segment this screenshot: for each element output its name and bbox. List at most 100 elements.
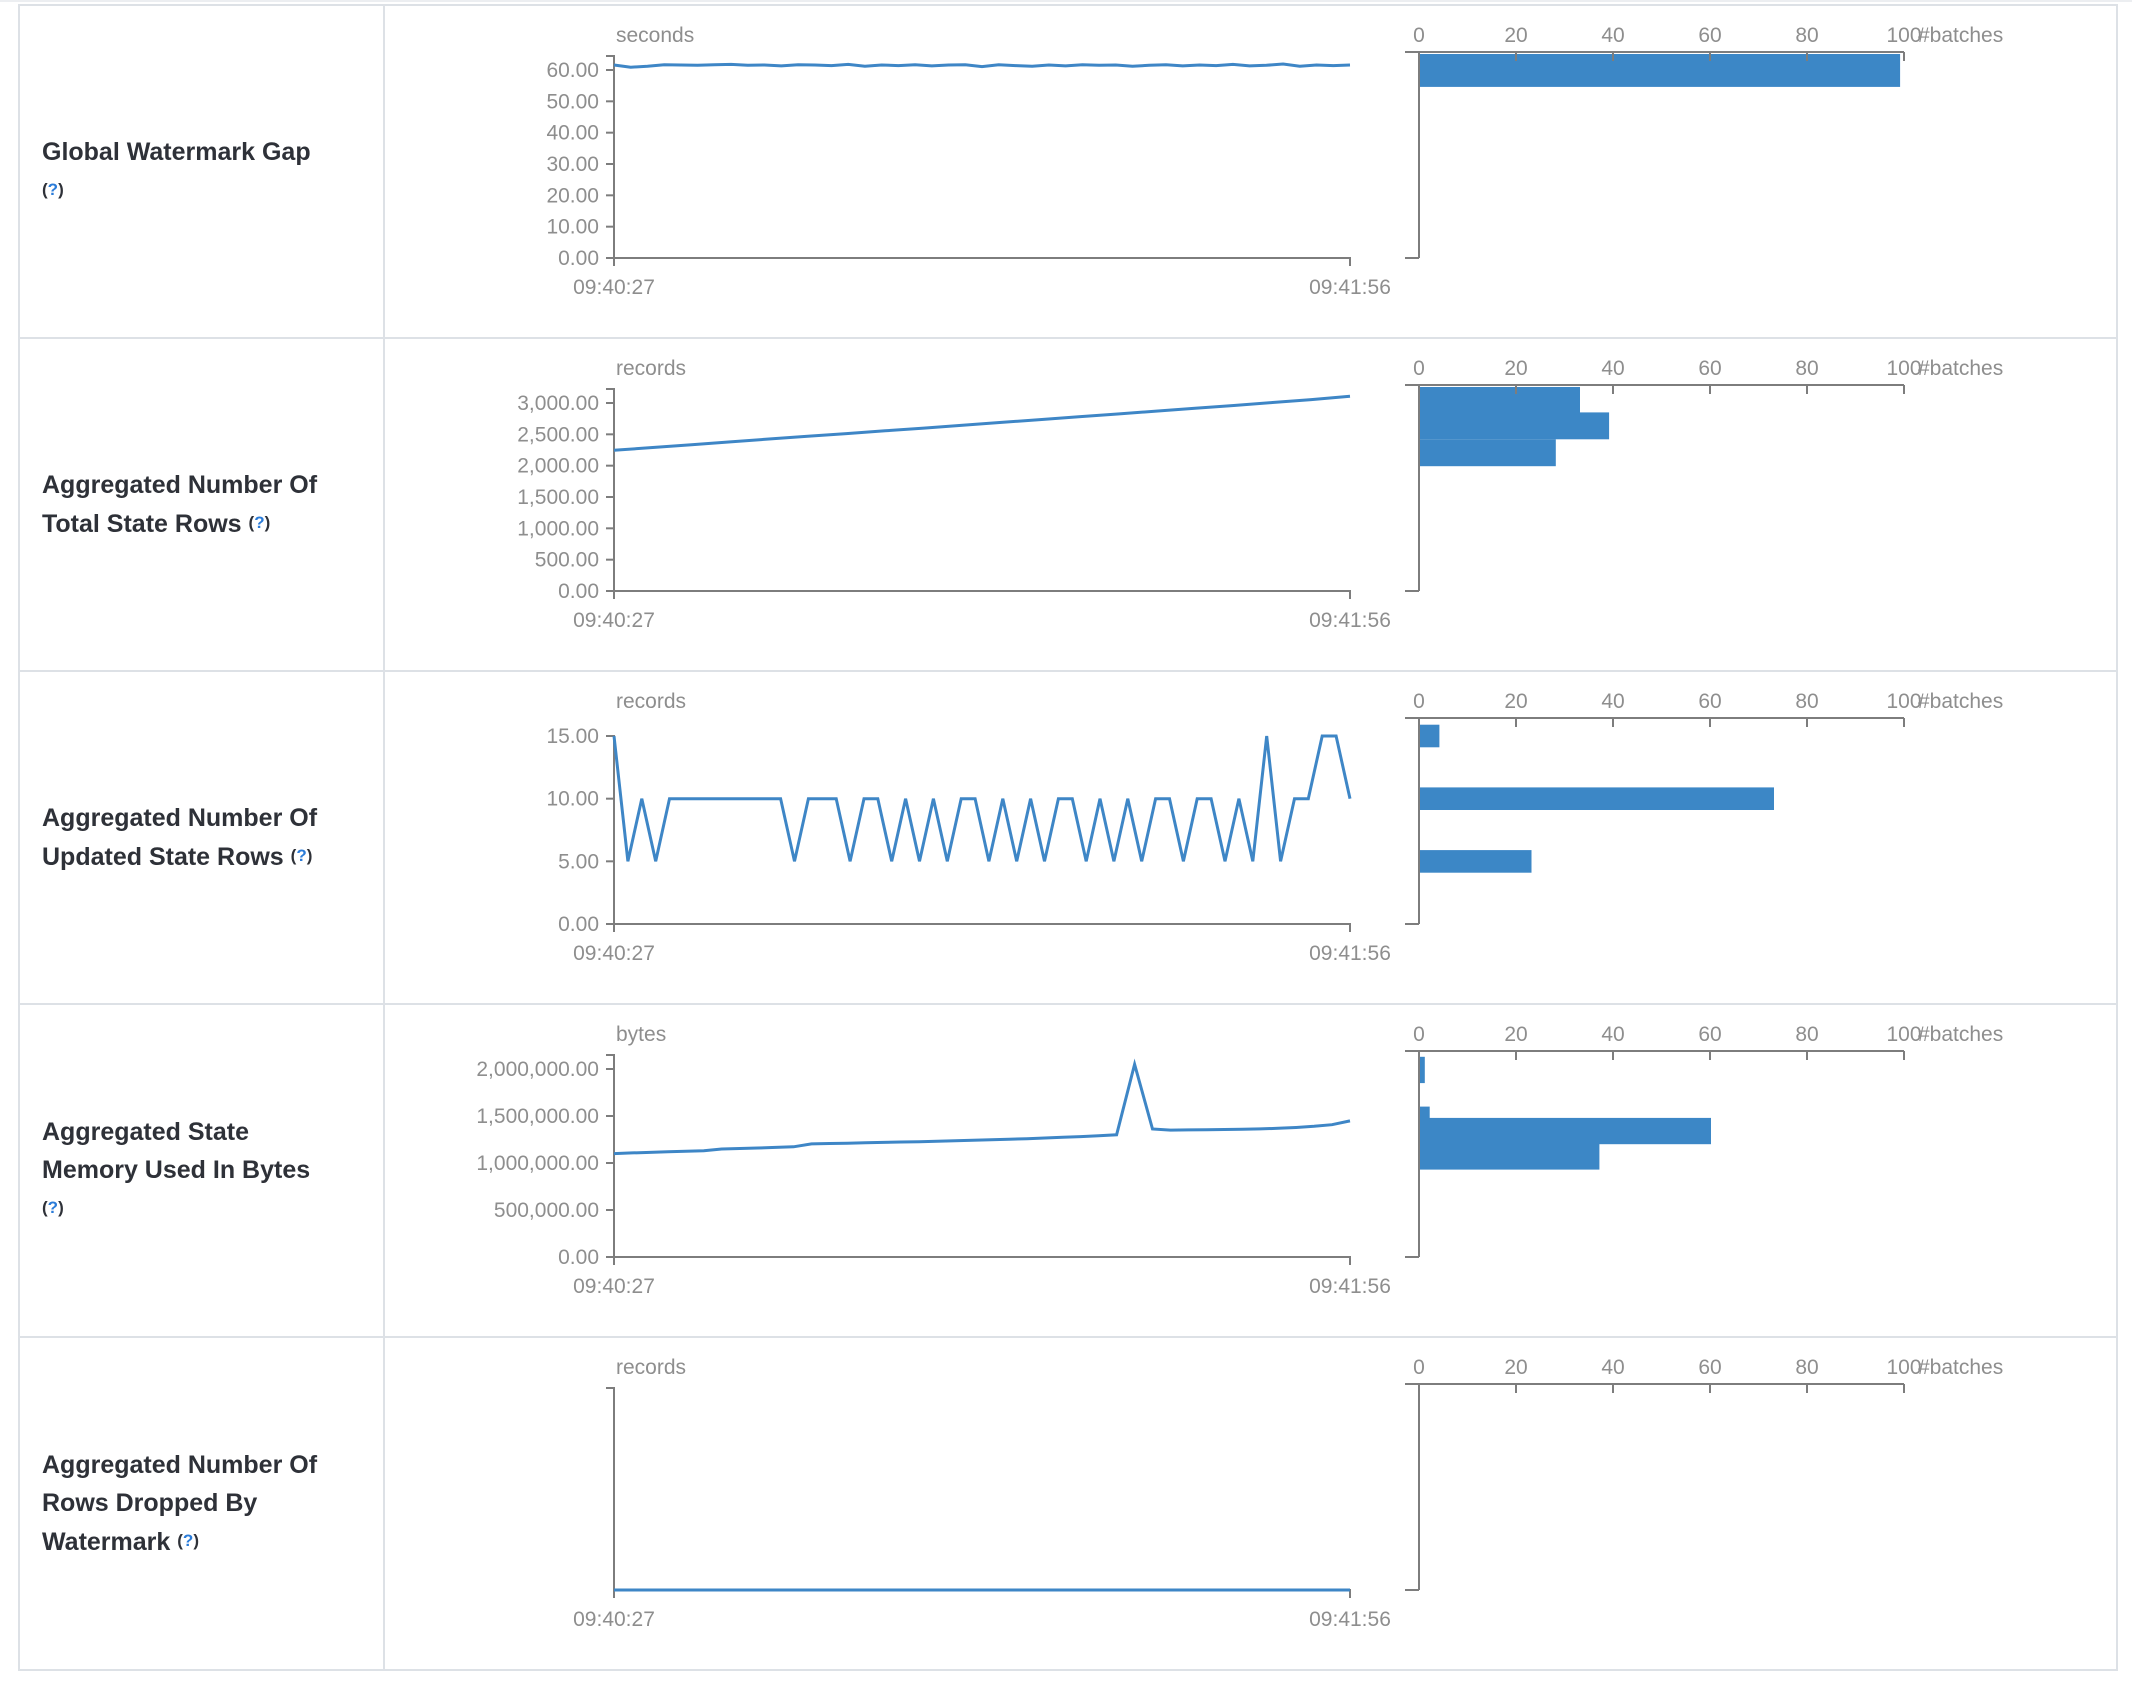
batches-tick-label: 0 (1413, 1356, 1425, 1379)
metric-label-line: Aggregated Number Of (42, 804, 318, 832)
metric-label-line: (?) (42, 171, 373, 210)
x-end-label: 09:41:56 (1309, 1608, 1391, 1631)
timeline-chart-state-memory-used[interactable]: 0.00 500,000.00 1,000,000.00 1,500,000.00 2,… (385, 1005, 1397, 1336)
y-tick-label: 10.00 (546, 788, 599, 811)
batches-tick-label: 0 (1413, 690, 1425, 713)
help-question-mark[interactable]: ? (47, 1198, 59, 1217)
histogram-chart-updated-state-rows[interactable]: 0 20 40 60 80 100#batches (1397, 672, 2115, 1003)
x-end-label: 09:41:56 (1309, 609, 1391, 632)
batches-tick-label: 0 (1413, 24, 1425, 47)
metric-label-rows-dropped-by-watermark: Aggregated Number Of Rows Dropped By Water… (20, 1338, 385, 1669)
metric-label-line: Watermark (?) (42, 1528, 199, 1556)
histogram-bar[interactable] (1420, 54, 1901, 87)
batches-tick-label: 100 (1886, 1356, 1921, 1379)
batches-tick-label: 80 (1795, 690, 1818, 713)
histogram-bar[interactable] (1420, 439, 1556, 467)
batches-tick-label: 0 (1413, 1023, 1425, 1046)
metric-label-line: Aggregated Number Of (42, 1451, 318, 1479)
charts-updated-state-rows: 0.00 5.00 10.00 15.00 records 09:40:27 09:41:5… (385, 672, 2116, 1003)
timeline-chart-global-watermark-gap[interactable]: 0.00 10.00 20.00 30.00 40.00 50.00 60.00 second… (385, 6, 1397, 337)
timeline-chart-rows-dropped-by-watermark[interactable]: records 09:40:27 09:41:56 (385, 1338, 1397, 1669)
histogram-bar[interactable] (1420, 724, 1440, 748)
batches-tick-label: 60 (1698, 1356, 1721, 1379)
batches-unit-label: #batches (1918, 690, 2003, 713)
metric-row-state-memory-used: Aggregated State Memory Used In Bytes (?) 0… (20, 1005, 2116, 1338)
batches-tick-label: 40 (1601, 357, 1624, 380)
y-tick-label: 40.00 (546, 122, 599, 145)
histogram-bar[interactable] (1420, 1117, 1711, 1145)
x-axis (613, 923, 1351, 932)
y-tick-label: 0.00 (558, 1246, 599, 1269)
y-tick-label: 5.00 (558, 850, 599, 873)
y-tick-label: 1,000,000.00 (476, 1152, 599, 1175)
metric-label-line: Aggregated State (42, 1118, 249, 1146)
x-end-label: 09:41:56 (1309, 942, 1391, 965)
help-tooltip[interactable]: (?) (248, 513, 271, 532)
help-question-mark[interactable]: ? (47, 180, 59, 199)
metric-label-line: Global Watermark Gap (42, 138, 311, 166)
y-axis (606, 1054, 615, 1257)
histogram-bar[interactable] (1420, 1143, 1600, 1170)
y-tick-label: 50.00 (546, 90, 599, 113)
histogram-chart-total-state-rows[interactable]: 0 20 40 60 80 100#batches (1397, 339, 2115, 670)
help-tooltip[interactable]: (?) (42, 180, 64, 199)
metric-label-line: Total State Rows (?) (42, 510, 271, 538)
unit-label: records (616, 1356, 686, 1379)
x-start-label: 09:40:27 (573, 276, 655, 299)
help-tooltip[interactable]: (?) (42, 1198, 64, 1217)
batches-tick-label: 20 (1504, 357, 1527, 380)
batches-unit-label: #batches (1918, 1023, 2003, 1046)
histogram-y-axis (1405, 385, 1420, 592)
histogram-chart-rows-dropped-by-watermark[interactable]: 0 20 40 60 80 100#batches (1397, 1338, 2115, 1669)
y-tick-label: 1,500.00 (517, 486, 599, 509)
x-start-label: 09:40:27 (573, 609, 655, 632)
batches-tick-label: 80 (1795, 1356, 1818, 1379)
batches-tick-label: 60 (1698, 1023, 1721, 1046)
help-question-mark[interactable]: ? (182, 1531, 194, 1550)
help-question-mark[interactable]: ? (296, 846, 307, 865)
histogram-bar[interactable] (1420, 1056, 1425, 1084)
y-tick-label: 500.00 (535, 549, 599, 572)
histogram-y-axis (1405, 52, 1420, 259)
series-line (612, 734, 1352, 862)
charts-total-state-rows: 0.00 500.00 1,000.00 1,500.00 2,000.00 2,500.… (385, 339, 2116, 670)
batches-tick-label: 100 (1886, 690, 1921, 713)
histogram-bar[interactable] (1420, 787, 1774, 810)
histogram-bar[interactable] (1420, 850, 1532, 873)
histogram-bar[interactable] (1420, 412, 1610, 440)
metric-label-updated-state-rows: Aggregated Number Of Updated State Rows (… (20, 672, 385, 1003)
unit-label: bytes (616, 1023, 666, 1046)
batches-tick-label: 100 (1886, 24, 1921, 47)
y-axis (606, 55, 615, 258)
y-tick-label: 1,500,000.00 (476, 1105, 599, 1128)
batches-tick-label: 40 (1601, 1356, 1624, 1379)
timeline-chart-updated-state-rows[interactable]: 0.00 5.00 10.00 15.00 records 09:40:27 09:41:5… (385, 672, 1397, 1003)
histogram-chart-global-watermark-gap[interactable]: 0 20 40 60 80 100#batches (1397, 6, 2115, 337)
metric-row-total-state-rows: Aggregated Number Of Total State Rows (?)… (20, 339, 2116, 672)
metric-row-updated-state-rows: Aggregated Number Of Updated State Rows (… (20, 672, 2116, 1005)
batches-unit-label: #batches (1918, 24, 2003, 47)
batches-tick-label: 80 (1795, 357, 1818, 380)
metric-label-line: Aggregated Number Of (42, 471, 318, 499)
histogram-chart-state-memory-used[interactable]: 0 20 40 60 80 100#batches (1397, 1005, 2115, 1336)
batches-tick-label: 60 (1698, 690, 1721, 713)
batches-tick-label: 80 (1795, 24, 1818, 47)
help-tooltip[interactable]: (?) (290, 846, 313, 865)
batches-tick-label: 60 (1698, 24, 1721, 47)
histogram-bar[interactable] (1420, 1106, 1430, 1120)
help-question-mark[interactable]: ? (254, 513, 265, 532)
y-tick-label: 0.00 (558, 247, 599, 270)
batches-tick-label: 100 (1886, 1023, 1921, 1046)
y-tick-label: 30.00 (546, 153, 599, 176)
histogram-bar[interactable] (1420, 387, 1580, 414)
x-start-label: 09:40:27 (573, 942, 655, 965)
metric-label-state-memory-used: Aggregated State Memory Used In Bytes (?) (20, 1005, 385, 1336)
metric-label-total-state-rows: Aggregated Number Of Total State Rows (?) (20, 339, 385, 670)
batches-tick-label: 40 (1601, 690, 1624, 713)
help-tooltip[interactable]: (?) (177, 1531, 199, 1550)
y-tick-label: 2,500.00 (517, 423, 599, 446)
batches-tick-label: 20 (1504, 1356, 1527, 1379)
metric-row-global-watermark-gap: Global Watermark Gap (?) 0.00 10.00 20.00 30.… (20, 6, 2116, 339)
timeline-chart-total-state-rows[interactable]: 0.00 500.00 1,000.00 1,500.00 2,000.00 2,500.… (385, 339, 1397, 670)
unit-label: seconds (616, 24, 694, 47)
